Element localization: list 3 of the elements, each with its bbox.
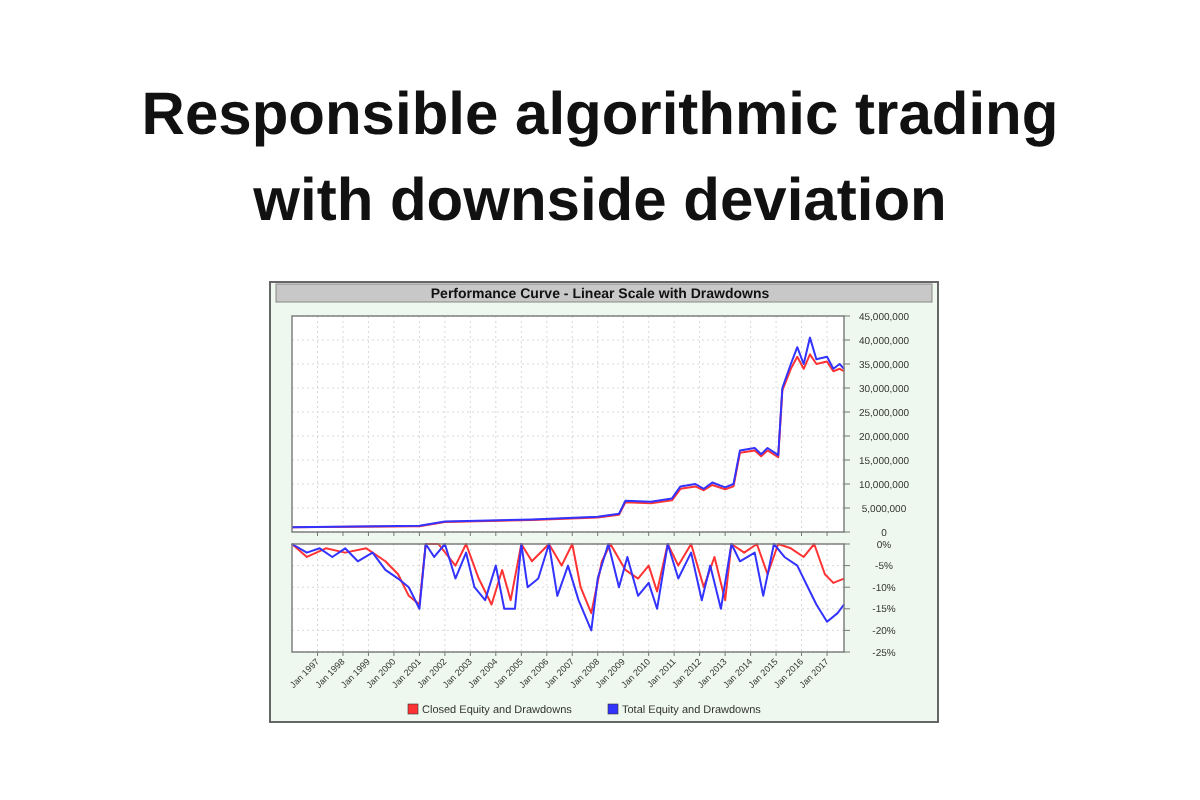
line-series	[291, 543, 845, 615]
chart-title: Responsible algorithmic trading with downside deviation	[141, 82, 1059, 234]
line-series	[291, 543, 845, 632]
